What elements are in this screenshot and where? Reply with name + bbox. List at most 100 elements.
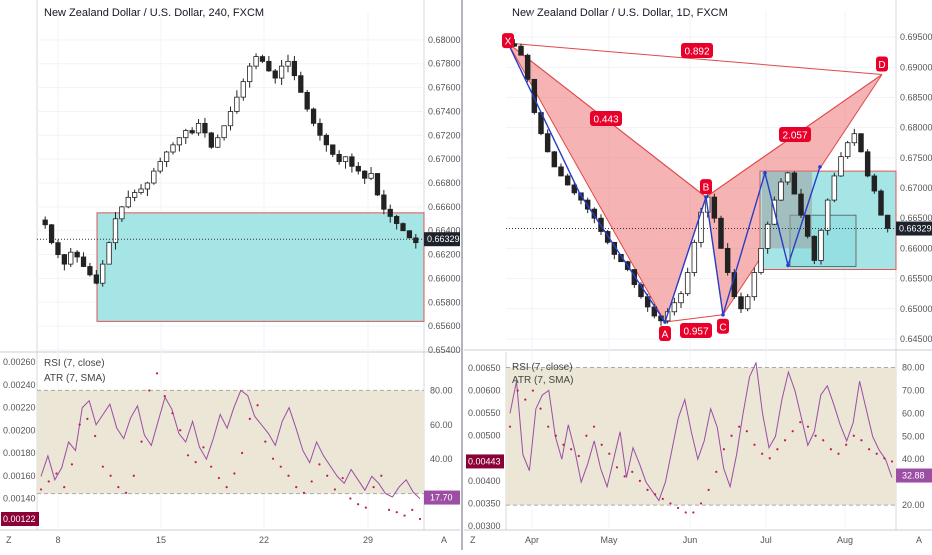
atr-dot [890, 460, 894, 463]
wave-node [721, 312, 725, 317]
atr-dot [592, 425, 596, 428]
atr-value-badge [1, 512, 39, 526]
left-rsi-band [37, 390, 424, 494]
right-price-axis[interactable]: 0.69500 0.69000 0.68500 0.68000 0.67500 0.670… [900, 32, 932, 344]
candle-down [381, 194, 387, 210]
atr-dot [55, 472, 58, 475]
left-corner-z[interactable]: Z [6, 535, 12, 545]
candle-up [678, 293, 684, 304]
candle-up [163, 151, 170, 162]
atr-dot [225, 486, 228, 489]
candle-up [691, 241, 698, 273]
candle-up [221, 125, 227, 139]
left-target-zone-box[interactable] [96, 212, 425, 322]
atr-dot [722, 448, 726, 451]
price-tick-label: 0.65000 [900, 304, 932, 314]
atr-dot [326, 474, 329, 477]
candle-up [844, 142, 851, 158]
left-chart[interactable]: New Zealand Dollar / U.S. Dollar, 240, F… [0, 0, 461, 550]
left-corner-a[interactable]: A [441, 535, 447, 545]
time-tick-label: 8 [55, 535, 60, 545]
atr-dot [570, 448, 573, 451]
candle-up [125, 196, 131, 208]
atr-dot [600, 443, 603, 446]
candle-down [884, 214, 891, 229]
right-corner-z[interactable]: Z [470, 535, 476, 545]
candle-down [304, 91, 310, 110]
candle-up [176, 137, 183, 146]
time-tick-label: 22 [259, 535, 269, 545]
atr-dot [799, 421, 802, 424]
atr-dot [279, 465, 282, 468]
rsi-tick-label: 60.00 [430, 420, 453, 430]
price-tick-label: 0.66200 [428, 250, 461, 260]
atr-dot [547, 425, 550, 428]
price-tick-label: 0.66000 [900, 243, 932, 253]
atr-dot [310, 480, 313, 483]
rsi-value-label: 17.70 [430, 493, 453, 503]
ratio-ac-label: 0.957 [683, 327, 708, 338]
candle-up [368, 173, 374, 179]
atr-dot [403, 514, 406, 517]
candle-down [413, 237, 419, 244]
candle-up [157, 161, 163, 172]
right-corner-a[interactable]: A [916, 535, 922, 545]
right-atr-dots [508, 389, 894, 514]
ac-line [664, 314, 724, 323]
atr-tick-label: 0.00600 [468, 386, 501, 396]
pattern-label-d-bg [876, 56, 888, 72]
candle-up [215, 137, 221, 148]
price-tick-label: 0.68000 [428, 35, 461, 45]
candle-down [406, 230, 413, 239]
pattern-label-c-bg [717, 318, 729, 334]
atr-dot [94, 434, 97, 438]
price-tick-label: 0.67000 [428, 154, 461, 164]
candle-down [871, 175, 878, 192]
left-time-axis[interactable]: 8 15 22 29 [55, 535, 373, 545]
atr-dot [349, 497, 352, 500]
candle-down [61, 254, 68, 265]
candle-up [119, 206, 125, 220]
price-tick-label: 0.66400 [428, 226, 461, 236]
atr-dot [163, 395, 166, 398]
atr-dot [883, 457, 886, 460]
right-rsi-label: RSI (7, close) [512, 362, 573, 373]
left-price-axis[interactable]: 0.68000 0.67800 0.67600 0.67400 0.67200 0.670… [428, 35, 461, 355]
ratio-xd-label: 0.892 [684, 47, 709, 58]
atr-dot [745, 430, 748, 433]
left-chart-title: New Zealand Dollar / U.S. Dollar, 240, F… [44, 7, 264, 19]
right-time-axis[interactable]: Apr May Jun Jul Aug [525, 535, 853, 545]
candle-down [362, 170, 368, 179]
atr-dot [623, 475, 626, 478]
atr-tick-label: 0.00350 [468, 498, 501, 508]
atr-dot [875, 452, 878, 455]
candle-up [195, 122, 202, 134]
atr-dot [753, 443, 756, 446]
atr-dot [380, 474, 383, 477]
candle-down [791, 172, 798, 195]
atr-dot [638, 479, 641, 482]
atr-dot [768, 457, 771, 460]
price-tick-label: 0.66800 [428, 178, 461, 188]
ratio-xb-label: 0.443 [593, 115, 618, 126]
atr-tick-label: 0.00220 [3, 403, 36, 413]
candle-down [298, 75, 304, 93]
price-tick-label: 0.67800 [428, 59, 461, 69]
candle-down [718, 217, 724, 249]
right-current-price-badge [896, 221, 932, 236]
atr-dot [577, 454, 580, 458]
atr-dot [615, 466, 619, 469]
atr-dot [730, 434, 733, 437]
pattern-label-b: B [703, 183, 710, 194]
candle-up [744, 296, 751, 310]
candle-down [518, 45, 524, 56]
pattern-label-d: D [878, 60, 885, 71]
price-tick-label: 0.66600 [428, 202, 461, 212]
price-tick-label: 0.69500 [900, 32, 932, 42]
atr-tick-label: 0.00650 [468, 363, 501, 373]
atr-dot [554, 434, 557, 437]
atr-dot [194, 461, 197, 464]
candle-up [818, 229, 824, 261]
candle-down [524, 54, 531, 80]
right-chart[interactable]: New Zealand Dollar / U.S. Dollar, 1D, FX… [464, 0, 932, 545]
